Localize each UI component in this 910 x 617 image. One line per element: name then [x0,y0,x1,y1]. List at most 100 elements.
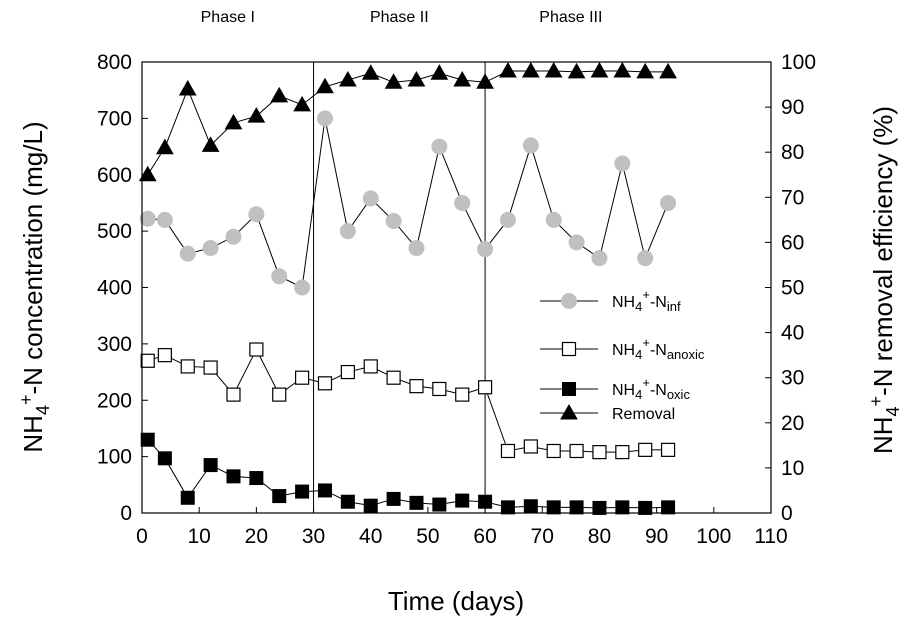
data-point [140,353,155,368]
data-point [226,469,241,484]
data-point [569,443,584,459]
data-point [499,62,517,78]
data-point [293,95,311,112]
data-point [295,484,310,499]
x-tick-label: 80 [588,525,611,548]
left-y-tick-label: 600 [97,164,132,187]
series-line [147,70,669,176]
data-point [562,382,576,396]
data-point [455,493,470,508]
right-y-tick-label: 80 [781,141,804,164]
x-tick-label: 50 [416,525,439,548]
data-point [203,360,218,375]
data-point [317,376,333,391]
right-y-tick-label: 70 [781,186,804,209]
left-y-tick-label: 500 [97,220,132,243]
data-point [340,494,355,509]
data-point [362,190,379,207]
data-point [407,71,426,87]
data-point [294,279,311,296]
data-point [546,500,561,515]
data-point [339,223,356,240]
data-point [660,194,677,211]
data-point [384,73,403,89]
right-y-axis-title: NH4+-N removal efficiency (%) [866,106,903,454]
x-tick-label: 110 [754,525,787,548]
data-point [272,387,287,402]
data-point [590,62,609,78]
data-point [454,194,471,211]
series-2 [140,342,676,460]
data-point [295,370,310,385]
data-point [316,110,333,127]
data-point [500,443,516,459]
data-point [271,268,288,285]
data-point [523,439,538,454]
data-point [361,64,380,80]
data-point [569,500,584,515]
plot-frame [141,61,772,514]
data-point [568,234,585,251]
data-point [659,62,677,79]
data-point [272,489,287,504]
data-point [157,451,172,466]
series-line [147,118,669,289]
phase-labels: Phase I Phase II Phase III [201,9,603,26]
legend-label: NH4+-Ninf [612,287,681,314]
right-y-tick-label: 20 [781,412,804,435]
data-point [522,137,539,154]
data-point [317,483,332,498]
legend-item: NH4+-Noxic [540,375,690,402]
series-line [147,348,669,453]
x-axis-ticks: 0 10 20 30 40 50 60 70 80 90 100 110 [136,507,788,548]
data-point [637,250,654,267]
data-point [385,212,402,229]
data-point [546,443,561,459]
data-point [201,136,220,152]
left-y-axis-ticks: 0 100 200 300 400 500 600 700 800 [97,51,148,525]
data-point [523,499,538,514]
data-point [477,380,493,395]
series-1 [139,110,677,296]
series-layer [138,62,677,515]
data-point [226,387,241,402]
data-point [432,381,447,397]
data-point [248,206,265,223]
right-y-tick-label: 40 [781,322,804,345]
legend: NH4+-Ninf NH4+-Nanoxic NH4+-Noxic Removal [540,287,705,423]
data-point [338,71,357,87]
data-point [156,211,173,228]
series-4 [138,62,677,182]
data-point [567,62,586,79]
right-y-tick-label: 0 [781,502,793,525]
data-point [409,495,424,510]
x-tick-label: 30 [302,525,325,548]
x-tick-label: 60 [473,525,496,548]
data-point [178,80,197,96]
data-point [500,500,515,515]
data-point [521,62,540,78]
data-point [560,403,578,420]
data-point [455,387,470,402]
x-tick-label: 90 [645,525,668,548]
x-tick-label: 100 [696,525,731,548]
data-point [139,210,156,227]
data-point [409,379,424,394]
left-y-tick-label: 300 [97,333,132,356]
series-3 [140,432,676,515]
data-point [363,359,378,374]
data-point [592,445,607,460]
data-point [476,73,494,89]
data-point [247,107,266,123]
data-point [430,64,449,80]
data-point [661,500,676,515]
data-point [591,250,608,267]
phase-dividers [313,62,486,513]
right-y-tick-label: 50 [781,277,804,300]
series-line [147,439,669,509]
legend-label: Removal [612,406,675,423]
right-y-tick-label: 60 [781,231,804,254]
data-point [140,432,155,447]
right-y-tick-label: 100 [781,51,816,74]
data-point [156,138,174,155]
